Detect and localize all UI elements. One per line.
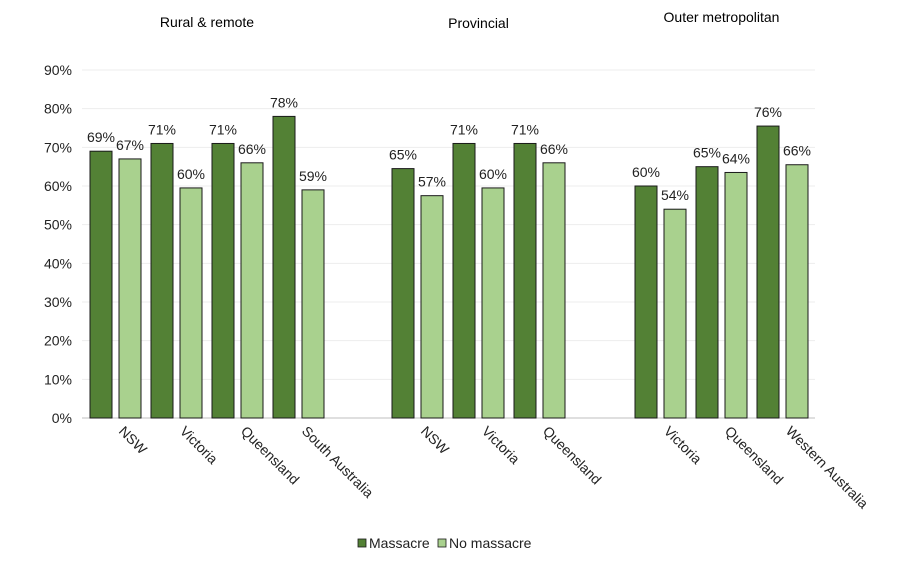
y-tick-label: 30%: [44, 294, 72, 310]
bar-no-massacre: [118, 158, 142, 419]
bar-massacre: [452, 142, 476, 419]
data-label: 66%: [238, 141, 266, 157]
data-label: 54%: [661, 187, 689, 203]
category-label: NSW: [116, 423, 151, 458]
bar-no-massacre: [420, 195, 444, 419]
bar-no-massacre: [785, 164, 809, 419]
data-label: 69%: [87, 129, 115, 145]
bar-massacre: [513, 142, 537, 419]
bar-massacre: [211, 142, 235, 419]
bar-massacre: [89, 150, 113, 419]
data-label: 65%: [693, 145, 721, 161]
y-tick-label: 60%: [44, 178, 72, 194]
group-titles: Rural & remote Provincial Outer metropolit…: [160, 9, 780, 31]
data-label: 60%: [632, 164, 660, 180]
group-title: Rural & remote: [160, 14, 254, 30]
y-tick-label: 50%: [44, 217, 72, 233]
legend: Massacre No massacre: [357, 535, 532, 551]
bar-massacre: [756, 125, 780, 419]
bar-no-massacre: [301, 189, 325, 419]
data-label: 76%: [754, 104, 782, 120]
data-label: 60%: [177, 166, 205, 182]
legend-label: No massacre: [449, 535, 532, 551]
legend-label: Massacre: [369, 535, 430, 551]
data-labels: 69% 67%71%60%71%66%78%59%65%57%71%60%71%6…: [87, 94, 811, 203]
category-label: Victoria: [177, 423, 221, 467]
data-label: 59%: [299, 168, 327, 184]
group-title: Provincial: [448, 15, 509, 31]
y-axis: 0% 10% 20% 30% 40% 50% 60% 70% 80% 90%: [44, 62, 72, 426]
category-label: Victoria: [661, 423, 705, 467]
category-label: Queensland: [540, 423, 605, 488]
data-label: 64%: [722, 150, 750, 166]
group-title: Outer metropolitan: [664, 9, 780, 25]
y-tick-label: 0%: [52, 410, 72, 426]
category-label: Victoria: [479, 423, 523, 467]
bar-no-massacre: [179, 187, 203, 419]
bar-massacre: [150, 142, 174, 419]
y-tick-label: 40%: [44, 255, 72, 271]
bar-no-massacre: [724, 171, 748, 419]
data-label: 65%: [389, 147, 417, 163]
category-label: Queensland: [722, 423, 787, 488]
data-label: 60%: [479, 166, 507, 182]
bar-massacre: [695, 166, 719, 419]
y-tick-label: 70%: [44, 139, 72, 155]
bar-no-massacre: [663, 208, 687, 419]
data-label: 66%: [540, 141, 568, 157]
bar-massacre: [391, 168, 415, 419]
category-label: Queensland: [238, 423, 303, 488]
gridlines: [82, 69, 815, 419]
bar-massacre: [634, 185, 658, 419]
category-label: Western Australia: [783, 423, 872, 512]
data-label: 57%: [418, 174, 446, 190]
bar-no-massacre: [240, 162, 264, 419]
data-label: 78%: [270, 94, 298, 110]
bars: [89, 115, 809, 419]
legend-swatch-massacre: [357, 538, 367, 548]
data-label: 71%: [450, 121, 478, 137]
bar-no-massacre: [481, 187, 505, 419]
legend-swatch-no-massacre: [437, 538, 447, 548]
y-tick-label: 80%: [44, 101, 72, 117]
bar-massacre: [272, 115, 296, 419]
data-label: 67%: [116, 137, 144, 153]
data-label: 66%: [783, 143, 811, 159]
y-tick-label: 10%: [44, 371, 72, 387]
category-label: NSW: [418, 423, 453, 458]
bar-no-massacre: [542, 162, 566, 419]
data-label: 71%: [148, 121, 176, 137]
data-label: 71%: [511, 121, 539, 137]
data-label: 71%: [209, 121, 237, 137]
category-label: South Australia: [299, 423, 377, 501]
y-tick-label: 90%: [44, 62, 72, 78]
y-tick-label: 20%: [44, 333, 72, 349]
